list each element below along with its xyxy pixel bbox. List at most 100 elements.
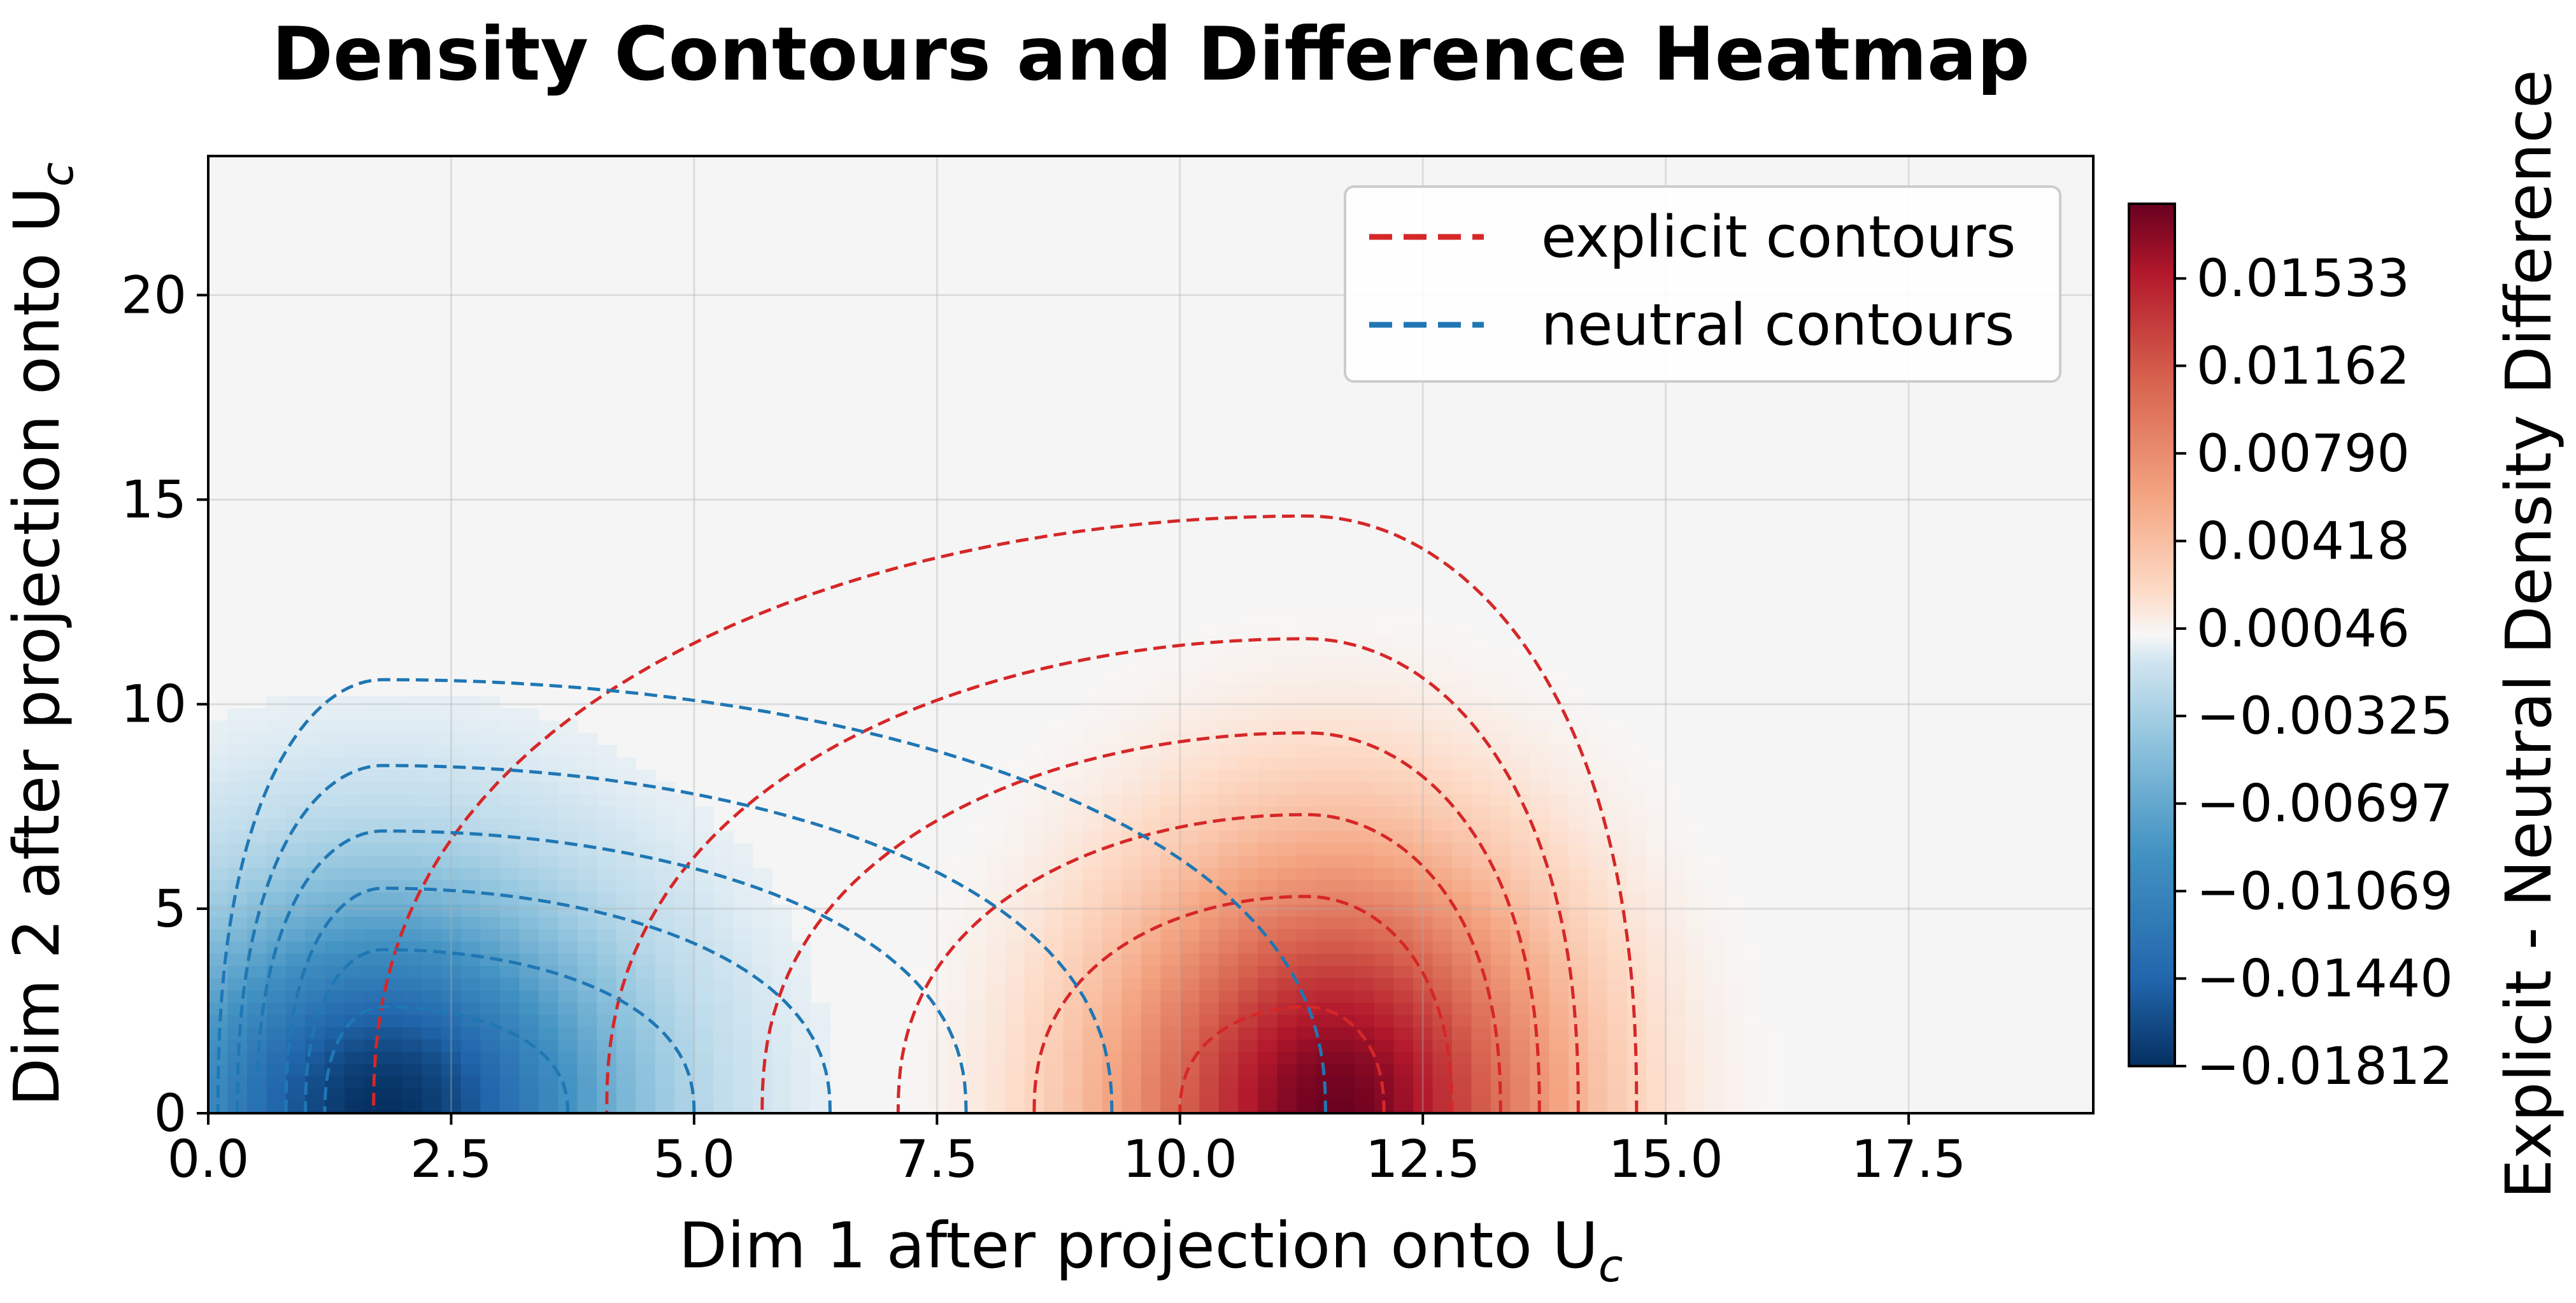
heatmap-cell xyxy=(1607,990,1628,1004)
heatmap-cell xyxy=(344,781,364,795)
heatmap-cell xyxy=(1218,1039,1239,1053)
heatmap-cell xyxy=(460,941,481,955)
x-tick-label: 0.0 xyxy=(167,1130,250,1190)
heatmap-cell xyxy=(305,769,325,783)
heatmap-cell xyxy=(1374,794,1395,808)
heatmap-cell xyxy=(305,916,325,930)
heatmap-cell xyxy=(1588,744,1608,758)
heatmap-cell xyxy=(771,929,792,943)
heatmap-cell xyxy=(985,1076,1006,1090)
heatmap-cell xyxy=(597,744,617,758)
heatmap-cell xyxy=(1432,1088,1453,1102)
heatmap-cell xyxy=(636,929,656,943)
heatmap-cell xyxy=(1160,965,1181,979)
heatmap-cell xyxy=(1626,978,1647,992)
heatmap-cell xyxy=(1607,769,1628,783)
heatmap-cell xyxy=(1393,892,1414,906)
heatmap-cell xyxy=(383,1076,403,1090)
heatmap-cell xyxy=(402,867,423,881)
heatmap-cell xyxy=(1044,1015,1064,1028)
heatmap-cell xyxy=(286,781,306,795)
heatmap-cell xyxy=(966,1100,986,1113)
heatmap-cell xyxy=(1005,1039,1025,1053)
heatmap-cell xyxy=(1102,1039,1123,1053)
heatmap-cell xyxy=(208,941,229,955)
heatmap-cell xyxy=(713,1076,734,1090)
heatmap-cell xyxy=(1374,781,1395,795)
heatmap-cell xyxy=(266,1064,287,1077)
heatmap-cell xyxy=(791,1027,811,1041)
heatmap-cell xyxy=(1665,1076,1686,1090)
heatmap-cell xyxy=(1083,744,1103,758)
heatmap-cell xyxy=(1160,671,1181,685)
heatmap-cell xyxy=(1024,806,1044,820)
heatmap-cell xyxy=(519,879,539,893)
heatmap-cell xyxy=(1588,843,1608,857)
heatmap-cell xyxy=(771,1015,792,1028)
heatmap-cell xyxy=(402,1027,423,1041)
heatmap-cell xyxy=(1024,978,1044,992)
heatmap-cell xyxy=(364,904,384,918)
heatmap-cell xyxy=(402,1100,423,1113)
heatmap-cell xyxy=(499,1064,520,1077)
heatmap-cell xyxy=(402,732,423,746)
heatmap-cell xyxy=(1063,769,1083,783)
heatmap-cell xyxy=(538,732,559,746)
heatmap-cell xyxy=(1179,879,1200,893)
heatmap-cell xyxy=(966,1039,986,1053)
heatmap-cell xyxy=(1335,769,1356,783)
heatmap-cell xyxy=(577,929,598,943)
heatmap-cell xyxy=(558,794,578,808)
heatmap-cell xyxy=(519,855,539,869)
heatmap-cell xyxy=(1374,1088,1395,1102)
heatmap-cell xyxy=(1626,904,1647,918)
heatmap-cell xyxy=(1451,941,1472,955)
heatmap-cell xyxy=(499,978,520,992)
heatmap-cell xyxy=(1277,1100,1297,1113)
heatmap-cell xyxy=(266,732,287,746)
heatmap-cell xyxy=(1393,634,1414,648)
heatmap-cell xyxy=(325,1064,345,1077)
heatmap-cell xyxy=(364,1064,384,1077)
heatmap-cell xyxy=(1588,757,1608,771)
heatmap-cell xyxy=(1569,708,1589,722)
heatmap-cell xyxy=(208,757,229,771)
heatmap-cell xyxy=(1685,818,1705,832)
heatmap-cell xyxy=(364,855,384,869)
heatmap-cell xyxy=(1121,659,1142,673)
heatmap-cell xyxy=(1510,1088,1530,1102)
heatmap-cell xyxy=(1646,1088,1667,1102)
heatmap-cell xyxy=(1199,1076,1220,1090)
colorbar-tick-label: 0.00790 xyxy=(2196,424,2410,484)
heatmap-cell xyxy=(771,1027,792,1041)
heatmap-cell xyxy=(1393,904,1414,918)
heatmap-cell xyxy=(927,1027,948,1041)
heatmap-cell xyxy=(227,855,248,869)
heatmap-cell xyxy=(383,830,403,844)
explicit-contours xyxy=(371,514,1639,1113)
heatmap-cell xyxy=(1724,904,1744,918)
heatmap-cell xyxy=(286,769,306,783)
heatmap-cell xyxy=(383,990,403,1004)
heatmap-cell xyxy=(1685,1002,1705,1016)
heatmap-cell xyxy=(1083,794,1103,808)
heatmap-cell xyxy=(1199,671,1220,685)
heatmap-cell xyxy=(1024,1088,1044,1102)
heatmap-cell xyxy=(1588,806,1608,820)
heatmap-cell xyxy=(305,830,325,844)
heatmap-cell xyxy=(364,830,384,844)
heatmap-cell xyxy=(1238,990,1258,1004)
heatmap-cell xyxy=(325,708,345,722)
heatmap-cell xyxy=(1413,683,1434,697)
heatmap-cell xyxy=(1451,1051,1472,1065)
heatmap-cell xyxy=(344,1088,364,1102)
heatmap-cell xyxy=(674,929,695,943)
heatmap-cell xyxy=(1044,830,1064,844)
heatmap-cell xyxy=(422,965,442,979)
heatmap-cell xyxy=(1646,1015,1667,1028)
heatmap-cell xyxy=(1665,892,1686,906)
heatmap-cell xyxy=(480,929,501,943)
heatmap-cell xyxy=(946,953,967,967)
heatmap-cell xyxy=(597,818,617,832)
heatmap-cell xyxy=(1588,732,1608,746)
